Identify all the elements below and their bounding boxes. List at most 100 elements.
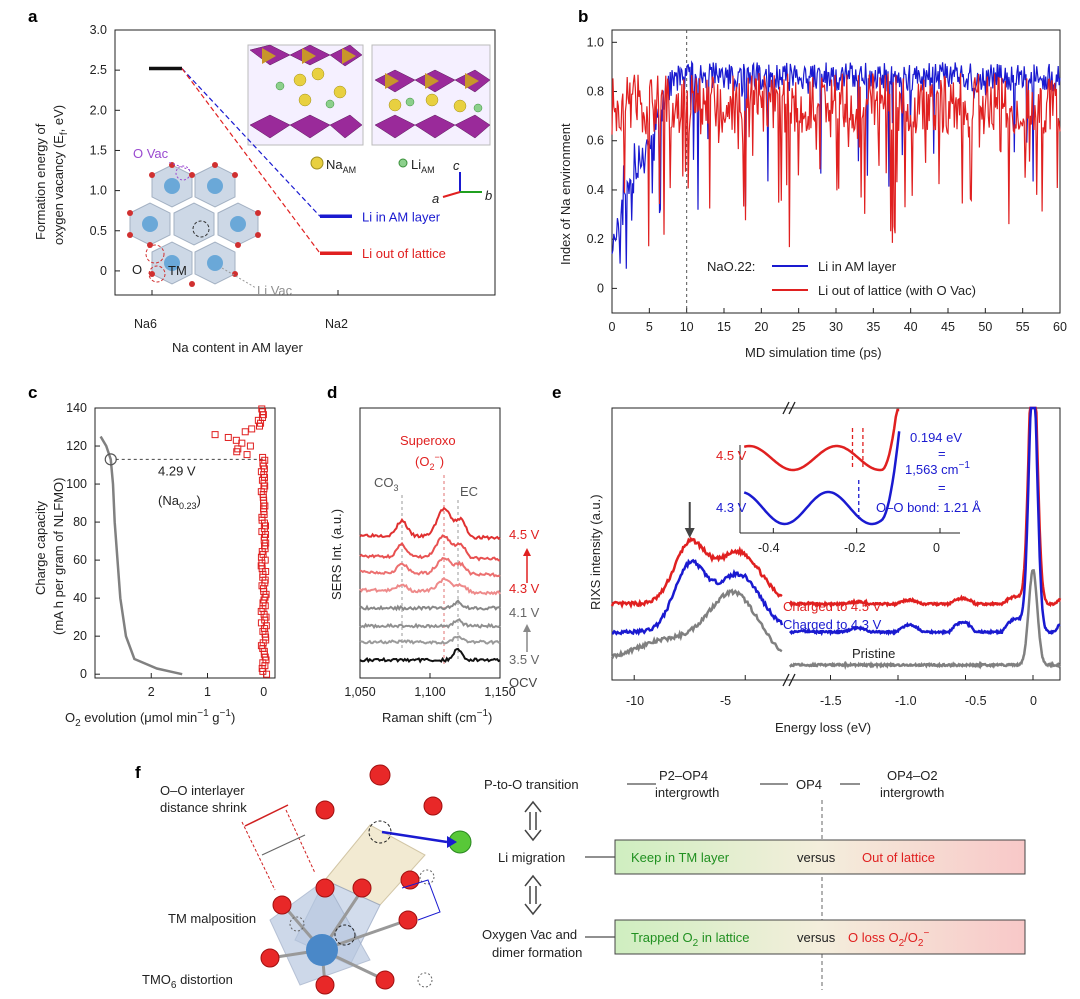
e-right-charged-4-3v bbox=[789, 406, 1061, 637]
panel-d: d 1,050 1,100 1,150 Superoxo (O2−) CO3 EC … bbox=[327, 383, 540, 725]
e-axis-break bbox=[788, 401, 796, 415]
b-ytick-label: 0.8 bbox=[587, 85, 604, 99]
f-row1-intergrowth1: intergrowth bbox=[655, 785, 719, 800]
axis-b-label: b bbox=[485, 188, 492, 203]
a-ytick-label: 2.0 bbox=[90, 103, 107, 117]
a-dashed-connector bbox=[181, 68, 321, 217]
legend-b-li-in-am-layer: Li in AM layer bbox=[818, 259, 897, 274]
d-spectrum-4 bbox=[359, 599, 501, 612]
inset-label-4-3v: 4.3 V bbox=[716, 500, 747, 515]
c-capacity-curve bbox=[99, 435, 183, 676]
c-o2-point bbox=[259, 453, 267, 461]
a-ytick-label: 0 bbox=[100, 264, 107, 278]
panel-e-letter: e bbox=[552, 383, 561, 402]
d-spectrum-2 bbox=[359, 556, 501, 578]
a-ytick-label: 1.5 bbox=[90, 143, 107, 157]
b-xtick-label: 35 bbox=[866, 320, 880, 334]
inset-annot-bond: O–O bond: 1.21 Å bbox=[876, 500, 981, 515]
e-left-charged-4-3v bbox=[611, 558, 784, 636]
d-spectrum-3 bbox=[359, 577, 501, 596]
inset-xtick-m0-2: -0.2 bbox=[844, 541, 866, 555]
c-o2-point bbox=[243, 451, 251, 459]
o-atom-label: O bbox=[132, 262, 142, 277]
e-xtick-m0-5: -0.5 bbox=[965, 694, 987, 708]
e-xtick-m1-5: -1.5 bbox=[820, 694, 842, 708]
panel-e-ylabel: RIXS intensity (a.u.) bbox=[588, 494, 603, 610]
b-ytick-label: 0.6 bbox=[587, 134, 604, 148]
panel-e-xlabel: Energy loss (eV) bbox=[775, 720, 871, 735]
f-row2-box bbox=[614, 839, 1026, 875]
b-xtick-label: 10 bbox=[680, 320, 694, 334]
e-axis-break bbox=[782, 673, 790, 687]
f-row2-left: Keep in TM layer bbox=[631, 850, 730, 865]
x-tick-na2: Na2 bbox=[325, 317, 348, 331]
d-xtick-label: 1,100 bbox=[414, 685, 445, 699]
panel-d-letter: d bbox=[327, 383, 337, 402]
panel-f: f bbox=[135, 763, 1026, 995]
d-spectrum-0 bbox=[359, 506, 501, 541]
inset-annot-cm: 1,563 cm−1 bbox=[905, 460, 970, 477]
panel-d-xlabel: Raman shift (cm−1) bbox=[382, 708, 492, 725]
f-label-tm-malposition: TM malposition bbox=[168, 911, 256, 926]
f-row2-middle: versus bbox=[797, 850, 836, 865]
legend-li-in-am-layer: Li in AM layer bbox=[362, 209, 441, 224]
panel-d-axes bbox=[359, 407, 501, 679]
double-arrow-2 bbox=[524, 874, 542, 916]
b-xtick-label: 60 bbox=[1053, 320, 1067, 334]
e-left-charged-4-5v bbox=[610, 536, 783, 610]
b-xtick-label: 5 bbox=[646, 320, 653, 334]
b-series-li-out-of-lattice bbox=[611, 73, 1061, 248]
c-ytick-label: 60 bbox=[73, 553, 87, 567]
c-o2-point bbox=[234, 445, 242, 453]
li-vac-label: Li Vac bbox=[257, 283, 293, 298]
na-am-label: NaAM bbox=[326, 157, 356, 175]
e-xtick-m1-0: -1.0 bbox=[895, 694, 917, 708]
b-xtick-label: 45 bbox=[941, 320, 955, 334]
d-voltage-label: 4.5 V bbox=[509, 527, 540, 542]
b-xtick-label: 50 bbox=[978, 320, 992, 334]
c-o2-point bbox=[258, 405, 266, 413]
c-ytick-label: 20 bbox=[73, 629, 87, 643]
d-arrowhead-gray bbox=[523, 624, 531, 632]
c-ytick-label: 120 bbox=[66, 439, 87, 453]
legend-pristine: Pristine bbox=[852, 646, 895, 661]
panel-c-letter: c bbox=[28, 383, 37, 402]
superoxo-label: Superoxo bbox=[400, 433, 456, 448]
legend-charged-4-5v: Charged to 4.5 V bbox=[783, 599, 882, 614]
d-xtick-label: 1,050 bbox=[344, 685, 375, 699]
c-o2-point bbox=[248, 425, 256, 433]
f-row1-op4o2: OP4–O2 bbox=[887, 768, 938, 783]
a-ytick-label: 1.0 bbox=[90, 184, 107, 198]
d-xtick-label: 1,150 bbox=[484, 685, 515, 699]
panel-c-xlabel: O2 evolution (μmol min−1 g−1) bbox=[65, 708, 235, 729]
annotation-4-29v: 4.29 V bbox=[158, 463, 196, 478]
e-arrowhead bbox=[684, 528, 695, 538]
f-label-tmo6-distortion: TMO6 distortion bbox=[142, 972, 233, 991]
inset-label-4-5v: 4.5 V bbox=[716, 448, 747, 463]
octahedron-illustration bbox=[241, 764, 472, 995]
f-row2-right: Out of lattice bbox=[862, 850, 935, 865]
panel-e: e Charged to 4.5 V Charged to 4.3 V Pris… bbox=[552, 383, 1062, 735]
b-xtick-label: 0 bbox=[609, 320, 616, 334]
co3-label: CO3 bbox=[374, 475, 399, 493]
legend-b-li-out-of-lattice: Li out of lattice (with O Vac) bbox=[818, 283, 976, 298]
e-xtick-m5: -5 bbox=[720, 694, 731, 708]
e-xtick-0: 0 bbox=[1030, 694, 1037, 708]
a-dashed-connector bbox=[181, 68, 321, 254]
svg-text:Charge capacity: Charge capacity bbox=[33, 501, 48, 595]
c-ytick-label: 0 bbox=[80, 667, 87, 681]
e-axis-break bbox=[782, 401, 790, 415]
panel-b-legend-title: NaO.22: bbox=[707, 259, 755, 274]
f-row2-label: Li migration bbox=[498, 850, 565, 865]
legend-charged-4-3v: Charged to 4.3 V bbox=[783, 617, 882, 632]
f-row3-box bbox=[614, 919, 1026, 955]
c-o2-point bbox=[211, 431, 219, 439]
panel-b-ylabel: Index of Na environment bbox=[558, 123, 573, 265]
annotation-na023: (Na0.23) bbox=[158, 493, 201, 511]
panel-b-xlabel: MD simulation time (ps) bbox=[745, 345, 882, 360]
panel-a: a 0 0.5 1.0 1.5 2.0 2.5 3.0 bbox=[28, 7, 496, 355]
panel-a-xlabel: Na content in AM layer bbox=[172, 340, 303, 355]
a-ytick-label: 3.0 bbox=[90, 23, 107, 37]
